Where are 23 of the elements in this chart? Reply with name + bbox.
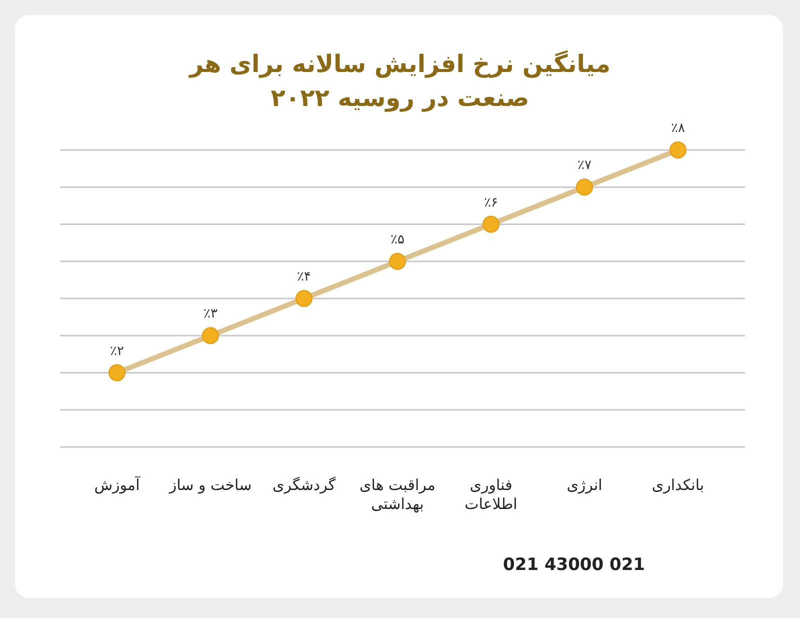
point — [576, 178, 593, 196]
x-tick-label: ساخت و ساز — [168, 476, 252, 494]
data-label: ٪۴ — [297, 270, 311, 284]
x-tick-label: بانکداری — [652, 476, 704, 494]
point — [482, 216, 500, 233]
data-label: ٪۶ — [484, 195, 498, 210]
data-label: ٪۷ — [578, 158, 592, 174]
point — [202, 327, 219, 344]
x-tick-label: انرژی — [566, 476, 602, 494]
title: میانگین نرخ افزایش سالانه برای هر صنعت در روسیه ۲۰۲۲ — [190, 50, 610, 112]
point — [389, 252, 406, 270]
point — [296, 290, 312, 307]
data-label: ٪۲ — [110, 344, 124, 359]
data-label: ٪۸ — [671, 121, 685, 136]
x-tick-label: گردشگری — [272, 476, 336, 494]
point — [670, 142, 686, 158]
text: 021 43000 021 — [503, 555, 645, 575]
x-tick-label: مراقبت های بهداشتی — [360, 476, 436, 513]
data-label: ٪۳ — [204, 306, 218, 322]
x-tick-label: آموزش — [94, 475, 141, 494]
data-label: ٪۵ — [390, 232, 404, 248]
x-tick-label: فناوری اطلاعات — [464, 476, 518, 513]
point — [108, 364, 126, 382]
